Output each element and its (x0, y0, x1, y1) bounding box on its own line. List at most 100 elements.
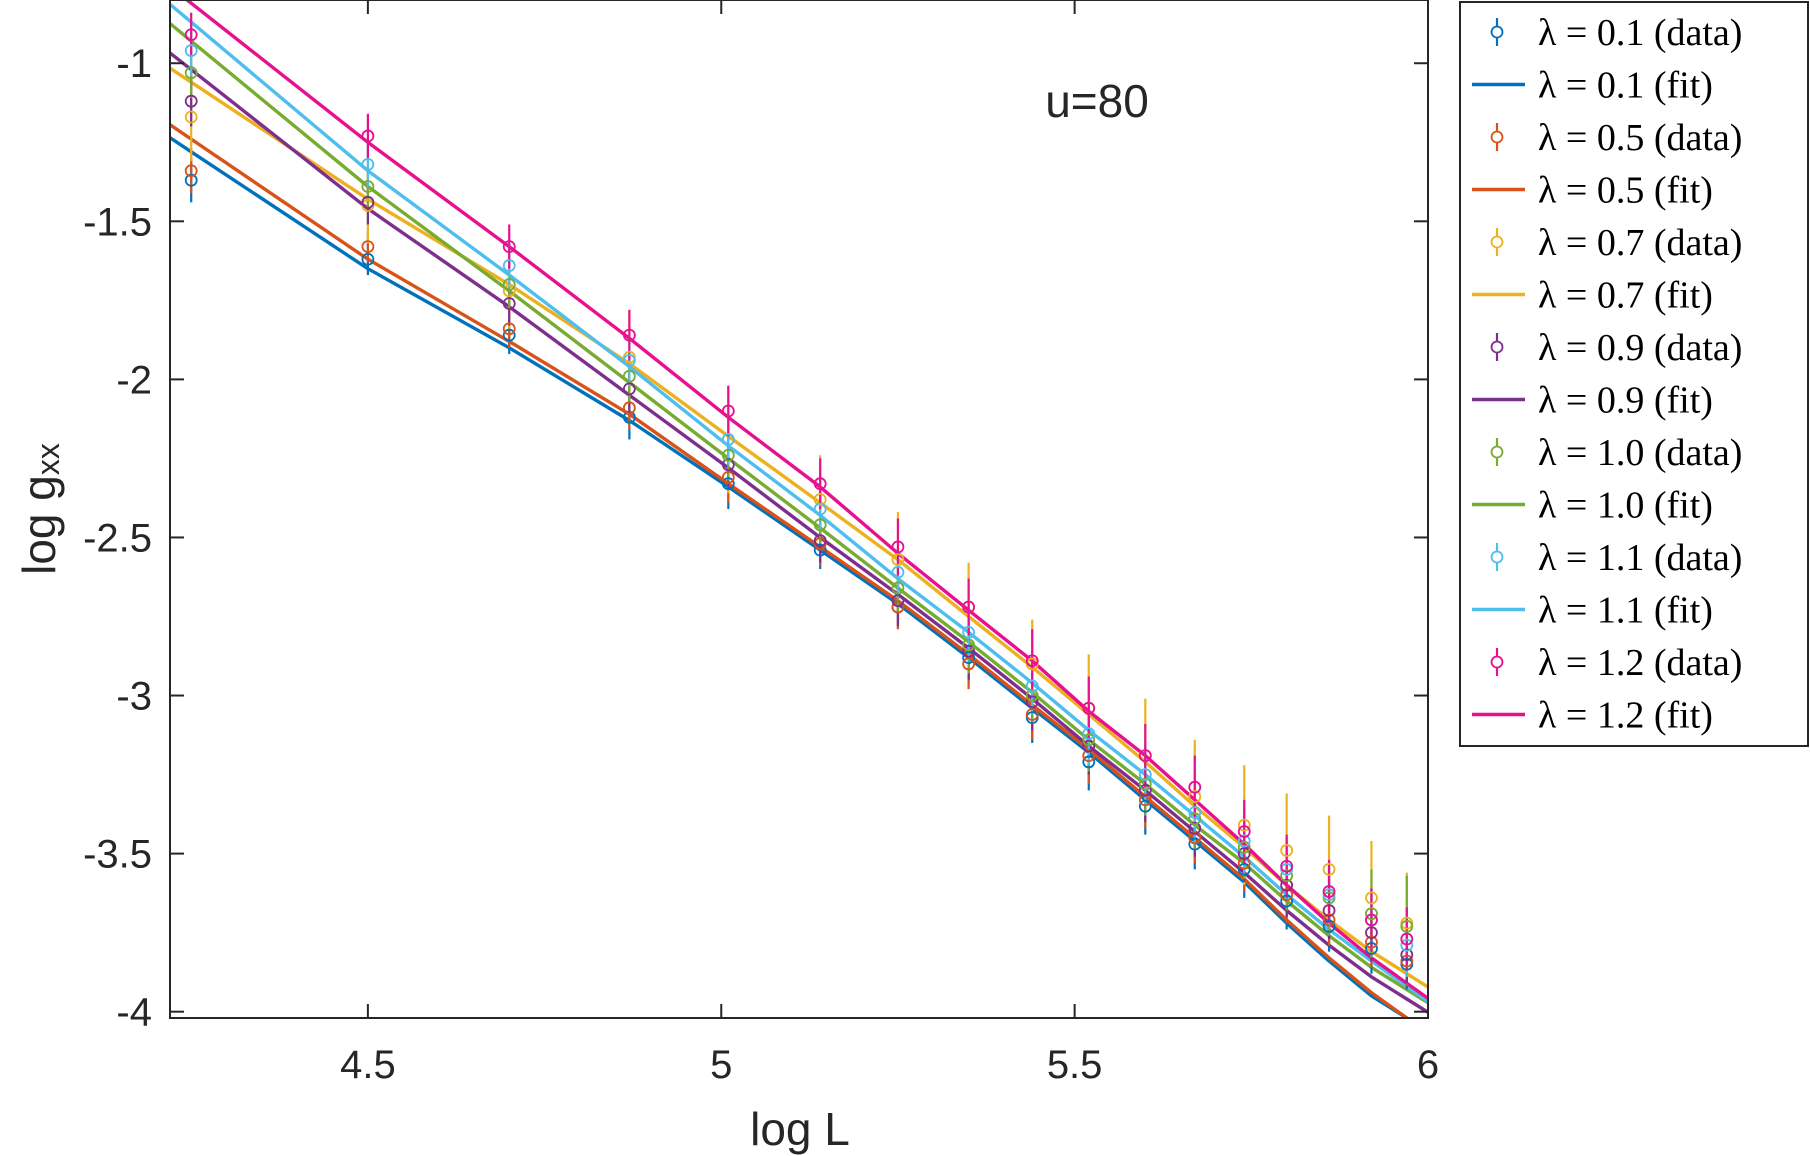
data-point (184, 173, 198, 187)
data-point (1365, 935, 1378, 949)
data-point (962, 625, 976, 639)
data-point (1138, 783, 1152, 797)
data-point (813, 493, 827, 506)
data-point (1188, 812, 1202, 826)
data-point (1082, 755, 1096, 769)
data-point (1188, 790, 1202, 804)
data-point (361, 180, 375, 193)
data-point (184, 66, 198, 80)
data-point (1138, 799, 1152, 813)
data-point (813, 518, 827, 532)
data-point (622, 410, 636, 424)
data-point (1322, 904, 1336, 917)
data-point (361, 195, 375, 209)
data-point (1138, 793, 1152, 807)
data-point (1237, 818, 1251, 832)
y-tick-label: -3.5 (83, 833, 152, 877)
y-axis-label: log gxx (13, 443, 66, 575)
x-axis-label: log L (750, 1103, 850, 1155)
y-tick-label: -2 (116, 358, 152, 402)
legend-entry-fit: λ = 1.0 (fit) (1538, 485, 1713, 527)
data-point (361, 157, 375, 171)
data-point (1188, 780, 1202, 794)
data-point (891, 553, 905, 566)
x-ticks: 4.5 5 5.5 6 (340, 0, 1439, 1087)
data-point (1082, 733, 1096, 747)
legend-entry-data: λ = 0.1 (data) (1538, 12, 1742, 54)
legend-box (1459, 1, 1809, 747)
data-point (1188, 806, 1202, 819)
data-point (1082, 727, 1096, 740)
data-point (891, 540, 905, 554)
data-point (184, 44, 198, 57)
data-point (622, 354, 636, 367)
legend-entry-fit: λ = 0.1 (fit) (1538, 65, 1713, 107)
data-point (502, 328, 516, 342)
data-point (1082, 701, 1096, 715)
legend-marker-icon (1490, 550, 1504, 564)
data-point (1082, 739, 1096, 753)
data-point (1025, 695, 1039, 709)
legend-marker-icon (1490, 445, 1504, 459)
data-point (184, 94, 198, 108)
data-point (1280, 869, 1294, 883)
data-point (1138, 749, 1152, 762)
legend-entry-fit: λ = 1.2 (fit) (1538, 695, 1713, 737)
data-point (1365, 891, 1378, 905)
data-point (622, 382, 636, 396)
data-point (184, 164, 198, 178)
legend-entry-fit: λ = 1.1 (fit) (1538, 590, 1713, 632)
data-point (891, 600, 905, 614)
data-point (1365, 907, 1378, 921)
data-point (1025, 679, 1039, 693)
data-point (962, 651, 976, 664)
data-point (813, 477, 827, 491)
data-point (721, 404, 735, 418)
data-point (1280, 844, 1294, 857)
legend-marker-icon (1490, 235, 1504, 249)
y-tick-label: -1.5 (83, 200, 152, 244)
data-point (1365, 926, 1378, 940)
data-point (1400, 938, 1414, 952)
legend-entry-data: λ = 0.7 (data) (1538, 222, 1742, 264)
data-point (1025, 654, 1039, 668)
y-tick-label: -4 (116, 991, 152, 1035)
legend-marker-icon (1490, 130, 1504, 144)
x-tick-label: 5.5 (1047, 1043, 1103, 1087)
data-point (891, 565, 905, 579)
data-point (1237, 834, 1251, 848)
data-point (1280, 859, 1294, 873)
data-point (502, 240, 516, 253)
data-point (813, 543, 827, 557)
data-point (622, 328, 636, 342)
data-point (1400, 932, 1414, 946)
y-tick-label: -2.5 (83, 516, 152, 560)
data-point (721, 433, 735, 446)
data-point (1400, 919, 1414, 933)
legend-entry-data: λ = 0.9 (data) (1538, 327, 1742, 369)
data-point (1322, 885, 1336, 898)
y-axis-label-sub: xx (30, 443, 66, 475)
data-point (1280, 878, 1294, 892)
data-point (962, 600, 976, 614)
data-point (1188, 821, 1202, 835)
data-point (721, 458, 735, 472)
data-point (1025, 689, 1039, 702)
data-point (361, 240, 375, 253)
data-point (1322, 863, 1336, 876)
data-point (1237, 856, 1251, 870)
plot-area (170, 0, 1428, 1018)
data-point (1138, 768, 1152, 781)
y-tick-label: -3 (116, 675, 152, 719)
data-point (1082, 749, 1096, 762)
data-point (1237, 825, 1251, 838)
data-point (622, 369, 636, 383)
y-tick-label: -1 (116, 42, 152, 86)
y-ticks: -1 -1.5 -2 -2.5 -3 -3.5 -4 (83, 42, 1428, 1035)
x-tick-label: 4.5 (340, 1043, 396, 1087)
data-point (1365, 913, 1378, 927)
data-point (622, 401, 636, 415)
data-point (962, 638, 976, 652)
data-point (721, 470, 735, 484)
